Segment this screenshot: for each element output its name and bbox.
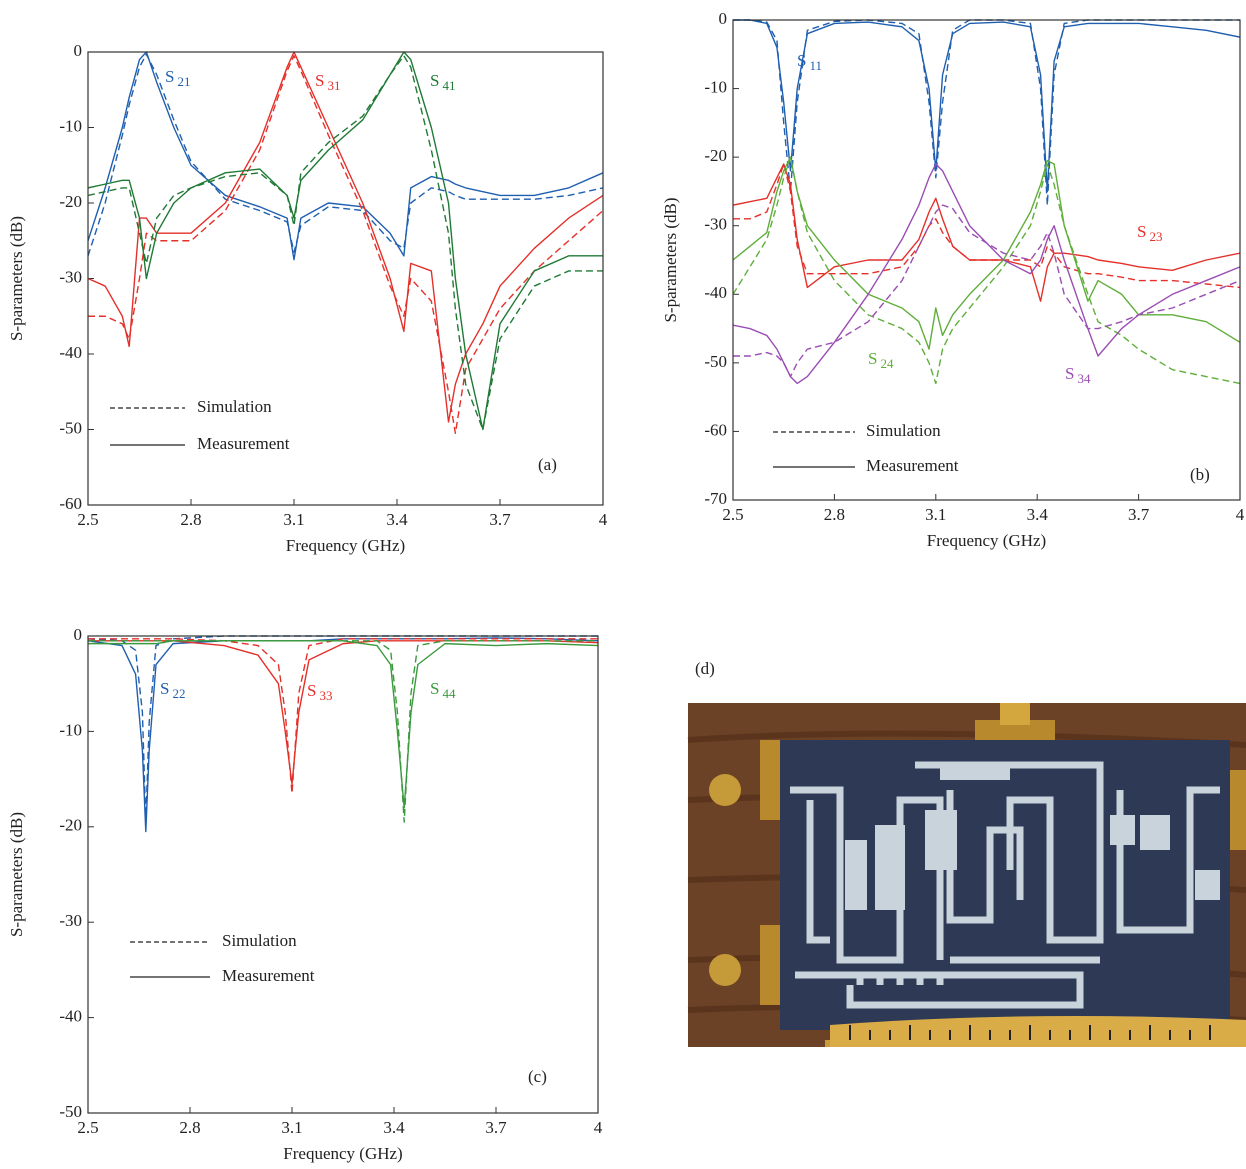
curve-label: S 41: [430, 71, 455, 93]
plot-lines: [88, 51, 603, 434]
y-tick-label: -70: [704, 489, 727, 508]
curve-label: S 34: [1065, 364, 1091, 386]
y-tick-label: -20: [59, 192, 82, 211]
legend-label: Simulation: [197, 397, 272, 416]
curve-label: S 21: [165, 67, 190, 89]
curve-label: S 11: [797, 51, 822, 73]
x-tick-label: 3.1: [925, 505, 946, 524]
measurement-line: [88, 640, 598, 809]
photo: [687, 703, 1246, 1047]
measurement-line: [88, 51, 603, 423]
x-axis-label: Frequency (GHz): [286, 536, 405, 555]
y-tick-label: -10: [704, 77, 727, 96]
plot-frame: [87, 51, 604, 506]
legend-label: Measurement: [866, 456, 959, 475]
measurement-line: [88, 51, 603, 261]
simulation-line: [88, 55, 603, 431]
legend-label: Measurement: [222, 966, 315, 985]
x-tick-label: 4: [599, 510, 608, 529]
simulation-line: [88, 638, 598, 795]
x-tick-label: 2.8: [824, 505, 845, 524]
y-tick-label: -10: [59, 116, 82, 135]
curve-label: S 44: [430, 679, 456, 701]
x-tick-label: 2.5: [77, 510, 98, 529]
x-tick-label: 4: [1236, 505, 1245, 524]
curve-label: S 33: [307, 681, 332, 703]
curve-label: S 31: [315, 71, 340, 93]
plot-lines: [88, 635, 598, 833]
measurement-line: [88, 51, 603, 431]
y-tick-label: -60: [704, 420, 727, 439]
plot-lines: [733, 19, 1240, 385]
measurement-line: [88, 637, 598, 833]
x-tick-label: 3.4: [386, 510, 408, 529]
y-tick-label: 0: [74, 625, 83, 644]
panel-label: (c): [528, 1067, 547, 1086]
y-tick-label: -30: [59, 911, 82, 930]
measurement-line: [88, 640, 598, 785]
x-tick-label: 2.8: [179, 1118, 200, 1137]
x-tick-label: 3.4: [1027, 505, 1049, 524]
x-tick-label: 3.4: [383, 1118, 405, 1137]
curve-label: S 23: [1137, 222, 1162, 244]
y-axis-label: S-parameters (dB): [7, 216, 26, 341]
legend-label: Simulation: [222, 931, 297, 950]
measurement-line: [733, 163, 1240, 385]
x-tick-label: 2.8: [180, 510, 201, 529]
y-tick-label: -60: [59, 494, 82, 513]
y-tick-label: -20: [704, 146, 727, 165]
x-tick-label: 3.1: [281, 1118, 302, 1137]
x-tick-label: 2.5: [722, 505, 743, 524]
curve-label: S 24: [868, 349, 894, 371]
measurement-line: [733, 156, 1240, 350]
simulation-line: [88, 53, 603, 257]
y-axis-label: S-parameters (dB): [7, 812, 26, 937]
y-tick-label: 0: [74, 41, 83, 60]
plot-frame: [732, 19, 1241, 501]
y-tick-label: -50: [59, 1102, 82, 1121]
x-tick-label: 3.7: [485, 1118, 507, 1137]
simulation-line: [733, 156, 1240, 385]
simulation-line: [88, 55, 603, 434]
y-tick-label: -40: [59, 343, 82, 362]
y-tick-label: -10: [59, 720, 82, 739]
panel-label: (a): [538, 455, 557, 474]
legend-label: Simulation: [866, 421, 941, 440]
y-tick-label: -20: [59, 816, 82, 835]
plot-frame: [87, 635, 599, 1114]
x-tick-label: 3.7: [1128, 505, 1150, 524]
simulation-line: [733, 163, 1240, 289]
y-tick-label: -40: [704, 283, 727, 302]
legend-label: Measurement: [197, 434, 290, 453]
y-tick-label: -50: [704, 352, 727, 371]
x-tick-label: 3.7: [489, 510, 511, 529]
x-tick-label: 2.5: [77, 1118, 98, 1137]
curve-label: S 22: [160, 679, 185, 701]
y-tick-label: -30: [59, 267, 82, 286]
y-tick-label: 0: [719, 9, 728, 28]
y-tick-label: -40: [59, 1007, 82, 1026]
measurement-line: [733, 163, 1240, 302]
simulation-line: [88, 635, 598, 823]
simulation-line: [733, 204, 1240, 378]
panel-label: (d): [695, 659, 715, 678]
x-tick-label: 3.1: [283, 510, 304, 529]
x-tick-label: 4: [594, 1118, 603, 1137]
simulation-line: [733, 19, 1240, 206]
y-axis-label: S-parameters (dB): [661, 197, 680, 322]
y-tick-label: -30: [704, 215, 727, 234]
panel-label: (b): [1190, 465, 1210, 484]
simulation-line: [88, 640, 598, 823]
x-axis-label: Frequency (GHz): [283, 1144, 402, 1163]
x-axis-label: Frequency (GHz): [927, 531, 1046, 550]
y-tick-label: -50: [59, 418, 82, 437]
measurement-line: [733, 19, 1240, 193]
